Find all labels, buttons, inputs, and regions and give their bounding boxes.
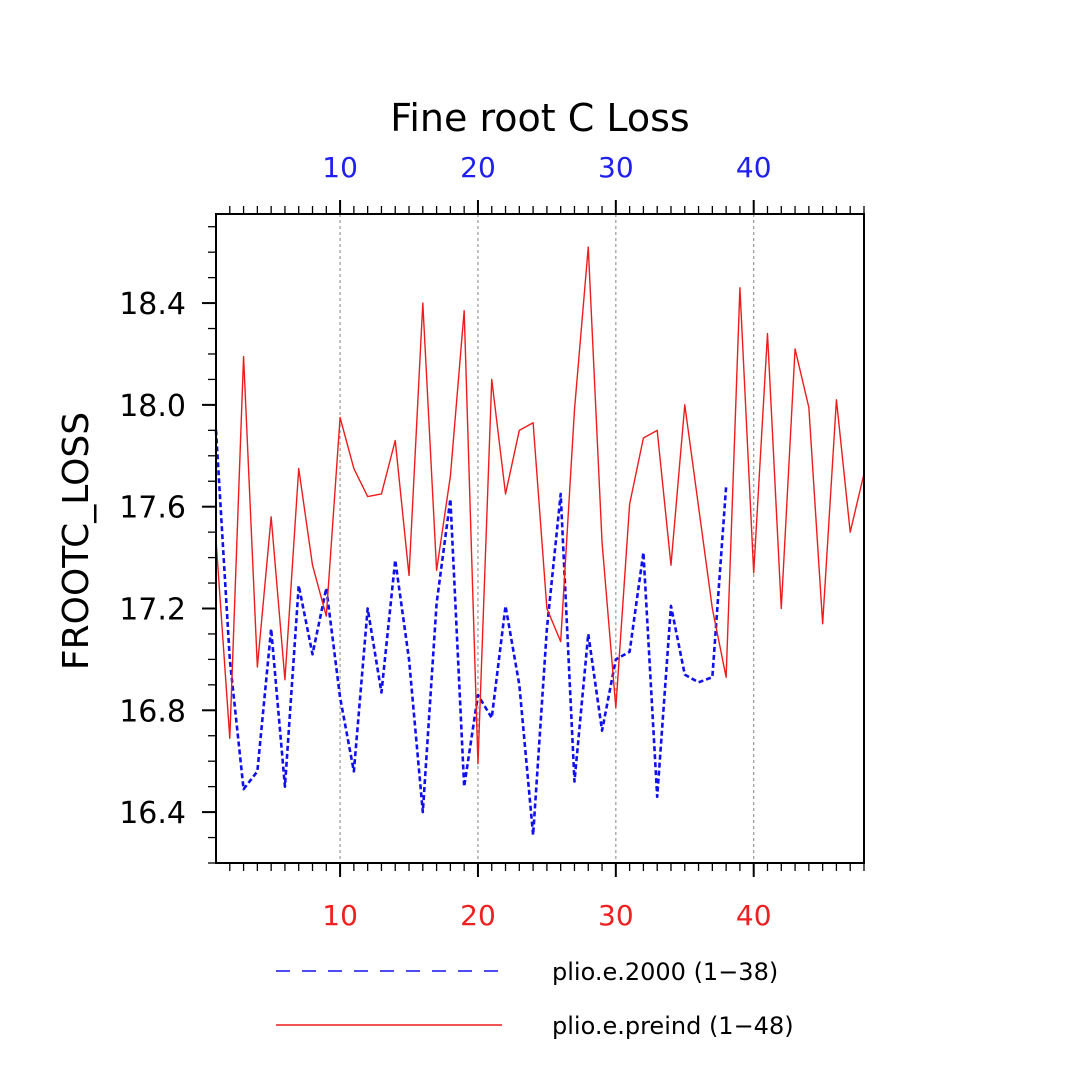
legend-label-2: plio.e.preind (1−48) bbox=[552, 1012, 794, 1040]
bottom-x-tick-label: 10 bbox=[322, 899, 358, 932]
series-layer bbox=[214, 246, 865, 837]
legend: plio.e.2000 (1−38) plio.e.preind (1−48) bbox=[276, 958, 794, 1040]
top-x-tick-label: 30 bbox=[598, 151, 634, 184]
series-line-1 bbox=[214, 430, 728, 837]
legend-label-1: plio.e.2000 (1−38) bbox=[552, 958, 778, 986]
axes bbox=[202, 200, 865, 877]
y-tick-label: 17.6 bbox=[119, 491, 186, 526]
top-x-tick-label: 20 bbox=[460, 151, 496, 184]
bottom-x-tick-label: 30 bbox=[598, 899, 634, 932]
plot-frame bbox=[215, 213, 865, 864]
chart-title: Fine root C Loss bbox=[390, 96, 689, 140]
bottom-x-tick-label: 20 bbox=[460, 899, 496, 932]
y-tick-label: 17.2 bbox=[119, 592, 186, 627]
y-tick-label: 16.4 bbox=[119, 796, 186, 831]
tick-labels: 16.4 16.8 17.2 17.6 18.0 18.4 10 20 30 40 10 20 30 40 bbox=[119, 151, 771, 932]
y-axis-label: FROOTC_LOSS bbox=[56, 412, 97, 670]
y-tick-label: 18.4 bbox=[119, 287, 186, 322]
top-x-tick-label: 10 bbox=[322, 151, 358, 184]
top-x-tick-label: 40 bbox=[736, 151, 772, 184]
y-tick-label: 18.0 bbox=[119, 389, 186, 424]
series-line-2 bbox=[215, 246, 865, 765]
bottom-x-tick-label: 40 bbox=[736, 899, 772, 932]
y-tick-label: 16.8 bbox=[119, 694, 186, 729]
